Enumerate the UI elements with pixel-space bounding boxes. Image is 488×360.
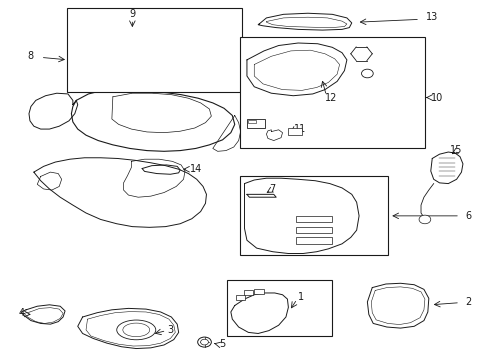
Circle shape	[200, 339, 208, 345]
Ellipse shape	[117, 320, 156, 340]
Bar	[254, 289, 264, 294]
Text: 10: 10	[430, 93, 442, 103]
Text: 15: 15	[449, 144, 462, 154]
Text: 3: 3	[167, 325, 173, 335]
Bar	[239, 37, 424, 148]
Text: 7: 7	[269, 184, 275, 194]
Bar	[288, 128, 302, 135]
Bar	[295, 237, 331, 244]
Text: 1: 1	[297, 292, 303, 302]
Text: 14: 14	[189, 163, 202, 174]
Text: 12: 12	[325, 93, 337, 103]
Circle shape	[197, 337, 211, 347]
Bar	[295, 216, 331, 222]
Circle shape	[361, 69, 372, 78]
Text: 8: 8	[28, 51, 34, 61]
Circle shape	[418, 215, 430, 224]
Text: 13: 13	[425, 12, 437, 22]
Ellipse shape	[122, 323, 149, 337]
Bar	[227, 280, 331, 336]
Text: 6: 6	[465, 211, 471, 221]
Text: 11: 11	[294, 124, 306, 134]
Text: 4: 4	[18, 309, 24, 318]
Bar	[246, 119, 265, 128]
Text: 5: 5	[219, 339, 225, 349]
Bar	[295, 226, 331, 233]
Text: 9: 9	[129, 9, 135, 19]
Bar	[235, 295, 245, 300]
Bar	[239, 176, 387, 255]
Bar	[247, 120, 255, 123]
Bar	[66, 8, 242, 92]
Text: 2: 2	[465, 297, 471, 307]
Bar	[243, 291, 253, 296]
